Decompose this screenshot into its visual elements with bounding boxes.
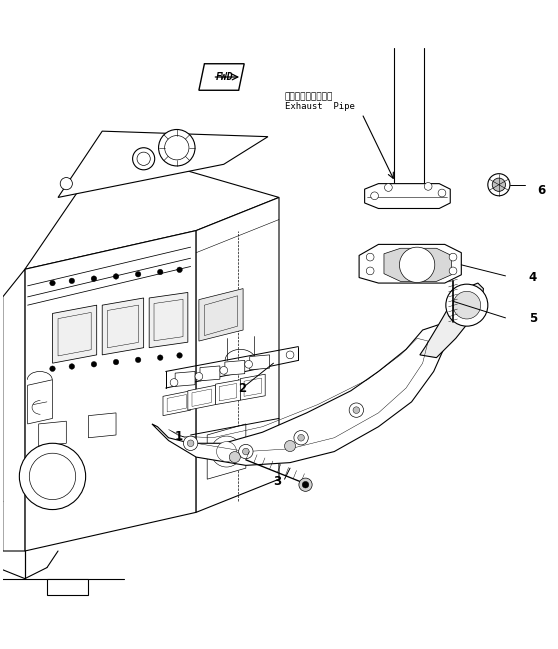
Polygon shape — [163, 391, 191, 415]
Circle shape — [187, 440, 194, 447]
Circle shape — [220, 367, 228, 374]
Circle shape — [184, 436, 198, 450]
Polygon shape — [200, 366, 220, 381]
Text: 2: 2 — [238, 382, 246, 395]
Circle shape — [113, 274, 119, 279]
Circle shape — [91, 361, 97, 367]
Polygon shape — [359, 245, 461, 283]
Circle shape — [353, 407, 360, 413]
Polygon shape — [207, 424, 246, 479]
Circle shape — [211, 436, 242, 467]
Circle shape — [20, 443, 85, 509]
Circle shape — [177, 267, 182, 273]
Circle shape — [349, 403, 363, 417]
Polygon shape — [199, 64, 244, 90]
Circle shape — [136, 357, 141, 363]
Polygon shape — [215, 380, 240, 404]
Circle shape — [157, 355, 163, 360]
Circle shape — [285, 441, 296, 452]
Polygon shape — [47, 579, 88, 595]
Text: 5: 5 — [528, 312, 537, 326]
Text: Exhaust  Pipe: Exhaust Pipe — [285, 102, 354, 111]
Circle shape — [298, 434, 305, 441]
Circle shape — [50, 280, 55, 286]
Polygon shape — [25, 230, 196, 551]
Polygon shape — [196, 197, 279, 512]
Circle shape — [165, 136, 189, 160]
Circle shape — [400, 247, 435, 282]
Circle shape — [195, 373, 203, 380]
Polygon shape — [175, 371, 195, 386]
Circle shape — [157, 269, 163, 275]
Text: 4: 4 — [528, 271, 537, 284]
Circle shape — [91, 276, 97, 282]
Polygon shape — [420, 283, 483, 358]
Circle shape — [229, 452, 240, 463]
Circle shape — [449, 267, 457, 275]
Text: エキゾーストパイプ: エキゾーストパイプ — [285, 92, 333, 101]
Circle shape — [492, 178, 506, 191]
Polygon shape — [102, 298, 143, 355]
Text: FWD: FWD — [216, 72, 234, 82]
Polygon shape — [240, 374, 265, 400]
Polygon shape — [188, 386, 215, 410]
Circle shape — [299, 478, 312, 491]
Circle shape — [366, 267, 374, 275]
Circle shape — [488, 174, 510, 196]
Circle shape — [239, 445, 253, 459]
Polygon shape — [149, 293, 188, 348]
Circle shape — [245, 360, 252, 368]
Polygon shape — [152, 324, 445, 465]
Circle shape — [30, 453, 76, 500]
Circle shape — [113, 360, 119, 365]
Polygon shape — [250, 355, 270, 370]
Circle shape — [133, 148, 155, 170]
Circle shape — [366, 253, 374, 261]
Text: 3: 3 — [273, 476, 282, 489]
Polygon shape — [52, 305, 97, 363]
Text: 1: 1 — [174, 430, 182, 443]
Circle shape — [371, 192, 378, 200]
Polygon shape — [58, 131, 268, 197]
Circle shape — [158, 130, 195, 166]
Circle shape — [50, 366, 55, 371]
Circle shape — [137, 152, 150, 165]
Circle shape — [286, 351, 294, 359]
Circle shape — [438, 189, 446, 197]
Circle shape — [449, 253, 457, 261]
Circle shape — [177, 352, 182, 358]
Circle shape — [453, 291, 480, 319]
Polygon shape — [384, 249, 451, 282]
Polygon shape — [39, 421, 66, 446]
Circle shape — [424, 182, 432, 190]
Polygon shape — [3, 269, 25, 551]
Circle shape — [302, 482, 309, 488]
Circle shape — [60, 178, 73, 190]
Text: 6: 6 — [537, 184, 546, 197]
Circle shape — [170, 378, 178, 386]
Circle shape — [69, 278, 75, 284]
Polygon shape — [28, 380, 52, 424]
Circle shape — [384, 184, 392, 191]
Polygon shape — [25, 148, 279, 269]
Circle shape — [446, 284, 488, 326]
Polygon shape — [88, 413, 116, 438]
Circle shape — [217, 441, 237, 461]
Polygon shape — [364, 184, 450, 208]
Circle shape — [243, 448, 249, 455]
Circle shape — [136, 271, 141, 277]
Polygon shape — [225, 360, 245, 375]
Circle shape — [69, 363, 75, 369]
Circle shape — [294, 430, 308, 445]
Polygon shape — [199, 289, 243, 341]
